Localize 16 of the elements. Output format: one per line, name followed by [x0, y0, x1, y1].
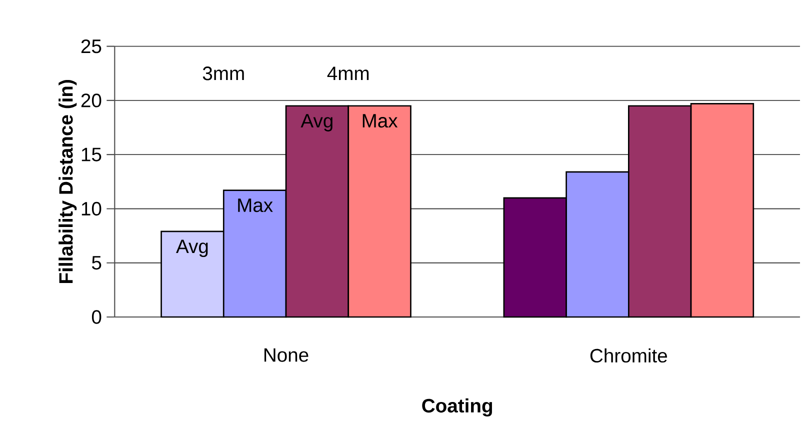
y-tick-label: 0 [92, 310, 102, 324]
x-tick-label: None [264, 348, 308, 362]
annotation: Avg [176, 240, 208, 258]
y-tick-label: 25 [81, 39, 102, 54]
annotation: Max [238, 198, 273, 212]
annotation: Max [362, 114, 398, 128]
y-tick-label: 5 [92, 256, 102, 270]
x-axis-title: Coating [422, 398, 492, 416]
annotation: Avg [300, 114, 332, 132]
y-tick-label: 15 [82, 148, 102, 162]
y-tick-label: 10 [82, 202, 102, 216]
y-axis-title: Fillability Distance (in) [58, 80, 77, 283]
x-tick-label: Chromite [590, 348, 668, 363]
annotation: 4mm [327, 66, 369, 80]
y-tick-label: 20 [81, 94, 102, 108]
annotation: 3mm [202, 66, 244, 80]
